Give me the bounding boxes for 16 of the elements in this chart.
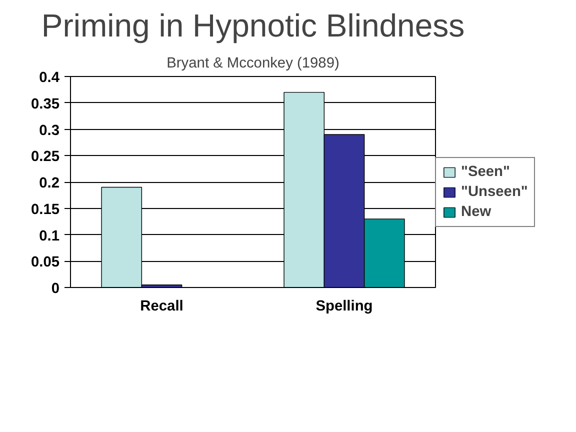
chart-title: Priming in Hypnotic Blindness bbox=[41, 8, 465, 44]
y-tick-label: 0.2 bbox=[39, 176, 60, 192]
legend-label: "Seen" bbox=[461, 164, 510, 180]
y-tick-label: 0 bbox=[51, 281, 60, 297]
x-tick-label: Spelling bbox=[316, 298, 373, 314]
x-tick-label: Recall bbox=[140, 298, 184, 314]
y-tick-label: 0.1 bbox=[39, 228, 60, 244]
legend-label: "Unseen" bbox=[461, 184, 528, 200]
y-tick-label: 0.3 bbox=[39, 122, 60, 139]
legend-label: New bbox=[461, 204, 492, 220]
y-tick-label: 0.25 bbox=[30, 149, 60, 166]
y-tick-label: 0.4 bbox=[39, 70, 60, 86]
y-tick-label: 0.35 bbox=[30, 96, 60, 112]
chart-subtitle: Bryant & Mcconkey (1989) bbox=[166, 56, 340, 72]
y-tick-label: 0.15 bbox=[30, 202, 60, 218]
y-tick-label: 0.05 bbox=[30, 254, 60, 271]
